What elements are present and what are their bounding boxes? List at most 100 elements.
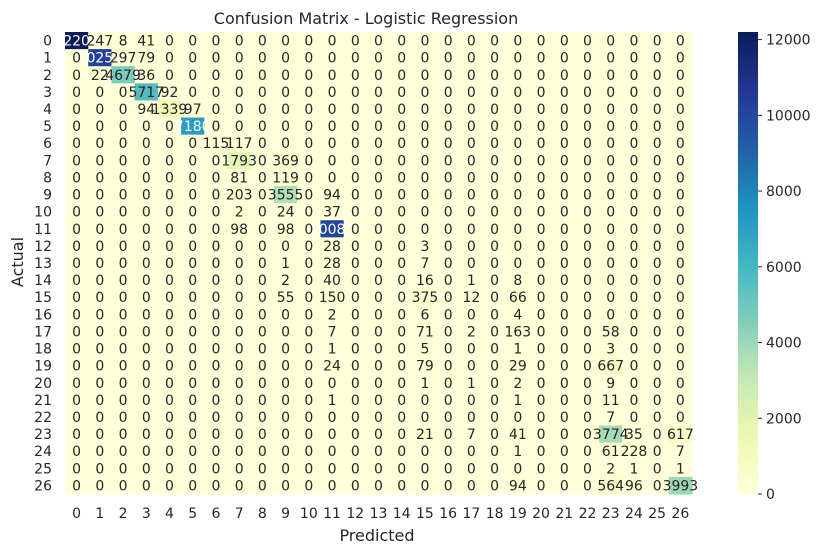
cell-value-label: 0 (444, 376, 453, 392)
heatmap-cell (88, 151, 113, 170)
heatmap-cell (227, 459, 252, 478)
cell-value-label: 0 (281, 427, 290, 443)
cell-value-label: 0 (629, 410, 638, 426)
heatmap-cell (668, 374, 693, 392)
heatmap-cell (668, 288, 693, 307)
heatmap-cell (204, 151, 229, 170)
heatmap-cell (483, 134, 507, 153)
cell-value-label: 0 (211, 239, 220, 255)
cell-value-label: 0 (211, 256, 220, 272)
heatmap-cell (552, 459, 577, 478)
heatmap-cell (65, 117, 89, 136)
cell-value-label: 0 (490, 222, 499, 238)
heatmap-cell (343, 220, 368, 238)
cell-value-label: 0 (95, 393, 104, 409)
cell-value-label: 0 (304, 376, 313, 392)
cell-value-label: 0 (165, 205, 174, 221)
cell-value-label: 0 (235, 359, 244, 375)
cell-value-label: 0 (513, 34, 522, 50)
cell-value-label: 7 (676, 444, 685, 460)
cell-value-label: 92 (161, 85, 179, 101)
cell-value-label: 0 (397, 136, 406, 152)
heatmap-cell (390, 220, 414, 238)
cell-value-label: 0 (653, 393, 662, 409)
heatmap-cell (668, 459, 693, 478)
cell-value-label: 0 (211, 307, 220, 323)
cell-value-label: 0 (351, 324, 360, 340)
heatmap-cell (575, 151, 600, 170)
x-tick-label: 19 (509, 506, 527, 522)
heatmap-cell (622, 408, 647, 427)
heatmap-cell (134, 186, 159, 204)
heatmap-cell (320, 151, 345, 170)
y-tick-label: 18 (34, 342, 52, 358)
heatmap-cell (506, 340, 531, 358)
heatmap-cell (575, 168, 600, 187)
cell-value-label: 0 (560, 51, 569, 67)
cell-value-label: 0 (119, 376, 128, 392)
heatmap-cell (390, 374, 414, 392)
cell-value-label: 0 (676, 410, 685, 426)
cell-value-label: 0 (304, 273, 313, 289)
heatmap-cell (668, 32, 693, 50)
cell-value-label: 0 (629, 119, 638, 135)
heatmap-cell (552, 425, 577, 444)
heatmap-cell (134, 425, 159, 444)
heatmap-cell (274, 391, 298, 410)
cell-value-label: 0 (606, 273, 615, 289)
cell-value-label: 0 (211, 290, 220, 306)
cell-value-label: 0 (328, 51, 337, 67)
heatmap-cell (227, 442, 252, 461)
colorbar-tick-label: 6000 (766, 260, 802, 276)
cell-value-label: 24 (323, 359, 341, 375)
heatmap-cell (599, 220, 623, 238)
cell-value-label: 0 (351, 478, 360, 494)
heatmap-cell (483, 442, 507, 461)
heatmap-cell (297, 237, 322, 256)
heatmap-cell (483, 49, 507, 67)
cell-value-label: 0 (444, 478, 453, 494)
heatmap-cell (599, 237, 623, 256)
heatmap-cell (204, 168, 229, 187)
cell-value-label: 0 (165, 290, 174, 306)
heatmap-cell (552, 186, 577, 204)
x-tick-label: 1 (95, 506, 104, 522)
heatmap-cell (575, 186, 600, 204)
cell-value-label: 0 (513, 119, 522, 135)
heatmap-cell (181, 49, 205, 67)
heatmap-cell (274, 49, 298, 67)
heatmap-cell (181, 220, 205, 238)
cell-value-label: 0 (397, 273, 406, 289)
cell-value-label: 0 (235, 85, 244, 101)
heatmap-cell (552, 340, 577, 358)
heatmap-cell (413, 459, 438, 478)
heatmap-cell (552, 374, 577, 392)
heatmap-cell (668, 220, 693, 238)
heatmap-cell (413, 32, 438, 50)
cell-value-label: 0 (629, 273, 638, 289)
cell-value-label: 0 (537, 51, 546, 67)
cell-value-label: 0 (397, 342, 406, 358)
heatmap-cell (459, 254, 484, 273)
heatmap-cell (297, 100, 322, 119)
cell-value-label: 0 (119, 222, 128, 238)
cell-value-label: 0 (560, 34, 569, 50)
heatmap-cell (88, 168, 113, 187)
cell-value-label: 0 (537, 68, 546, 84)
heatmap-cell (297, 476, 322, 495)
heatmap-cell (320, 186, 345, 204)
heatmap-cell (157, 442, 182, 461)
heatmap-cell (459, 408, 484, 427)
heatmap-cell (157, 476, 182, 495)
heatmap-cell (157, 186, 182, 204)
cell-value-label: 0 (676, 324, 685, 340)
heatmap-cell (204, 49, 229, 67)
cell-value-label: 0 (72, 478, 81, 494)
heatmap-cell (575, 220, 600, 238)
heatmap-cell (250, 391, 275, 410)
cell-value-label: 0 (95, 102, 104, 118)
heatmap-cell (65, 134, 89, 153)
heatmap-cell (529, 459, 554, 478)
heatmap-cell (622, 322, 647, 341)
